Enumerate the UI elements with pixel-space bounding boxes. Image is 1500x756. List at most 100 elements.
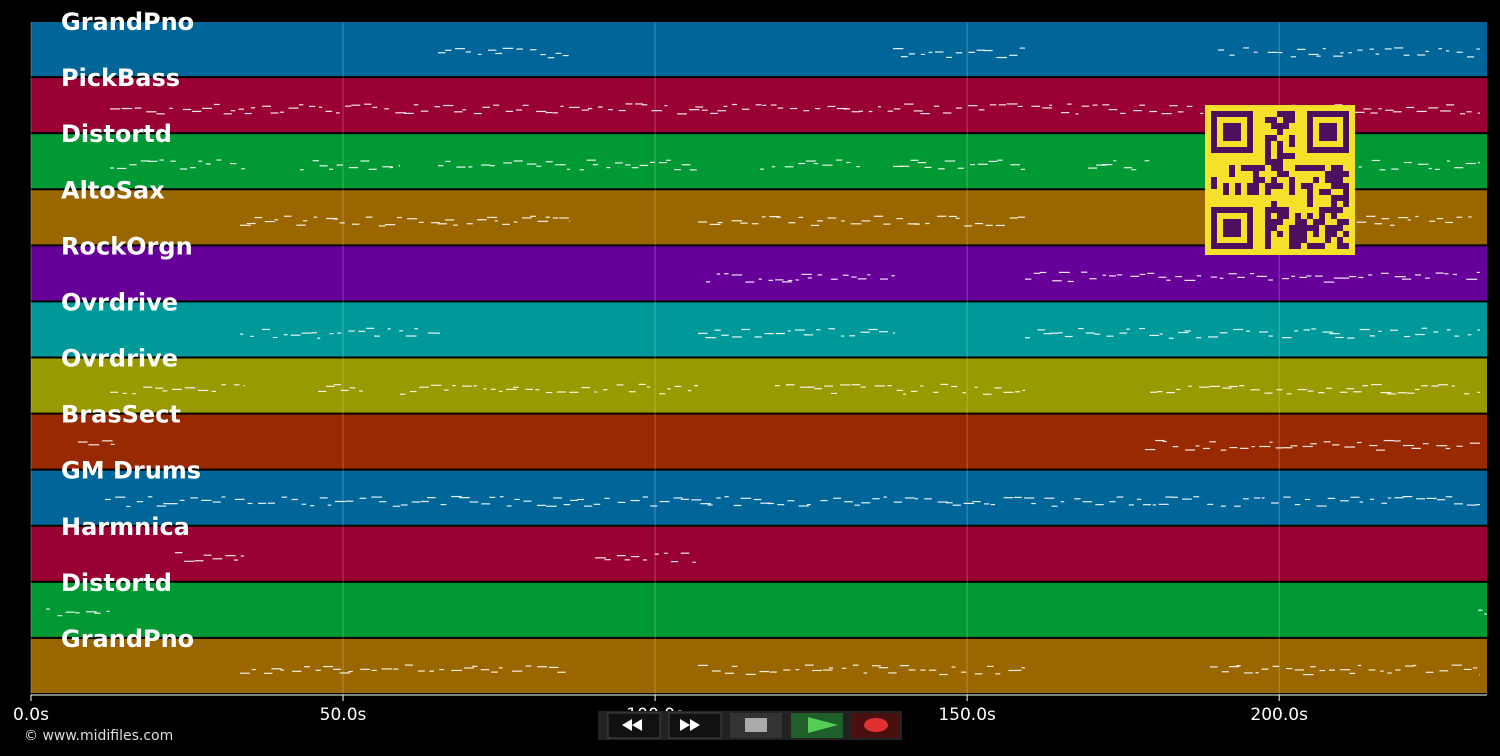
copyright: © www.midifiles.com [24,728,173,744]
qr-module [1223,183,1229,189]
qr-module [1247,165,1253,171]
qr-module [1331,177,1337,183]
qr-module [1277,153,1283,159]
qr-module [1313,177,1319,183]
play-button[interactable] [791,713,843,738]
qr-module [1301,165,1307,171]
qr-module [1307,225,1313,231]
stop-button[interactable] [730,713,782,738]
qr-module [1295,165,1301,171]
qr-module [1301,183,1307,189]
qr-finder [1223,219,1241,237]
qr-module [1235,189,1241,195]
qr-module [1295,243,1301,249]
qr-module [1277,213,1283,219]
track-name: Harmnica [61,513,190,541]
qr-module [1337,177,1343,183]
qr-module [1253,183,1259,189]
stop-icon [745,718,767,732]
track-name: Ovrdrive [61,288,178,316]
qr-module [1325,237,1331,243]
qr-module [1343,195,1349,201]
track-name: AltoSax [61,176,165,204]
qr-module [1337,183,1343,189]
qr-module [1331,183,1337,189]
qr-module [1301,219,1307,225]
qr-module [1331,225,1337,231]
qr-module [1289,117,1295,123]
qr-module [1289,141,1295,147]
track-name: RockOrgn [61,232,193,260]
qr-module [1337,171,1343,177]
qr-module [1307,165,1313,171]
transport-controls [598,711,902,740]
track-name: Ovrdrive [61,345,178,373]
track-lane [31,526,1487,581]
qr-module [1265,183,1271,189]
track-lane [31,358,1487,413]
rewind-button[interactable] [607,712,661,739]
qr-module [1283,171,1289,177]
qr-module [1289,237,1295,243]
qr-module [1265,159,1271,165]
qr-module [1319,165,1325,171]
qr-module [1259,177,1265,183]
track-lane [31,414,1487,469]
qr-module [1271,219,1277,225]
qr-module [1337,207,1343,213]
qr-module [1265,237,1271,243]
qr-module [1223,189,1229,195]
qr-module [1265,213,1271,219]
qr-module [1277,207,1283,213]
qr-module [1289,111,1295,117]
qr-module [1271,165,1277,171]
track-name: Distortd [61,569,172,597]
record-button[interactable] [852,713,900,738]
qr-module [1295,231,1301,237]
qr-module [1277,219,1283,225]
qr-module [1289,231,1295,237]
qr-module [1337,195,1343,201]
qr-module [1307,189,1313,195]
track-labels: GrandPno PickBass Distortd AltoSax RockOrgn O… [61,8,201,653]
track-lane [31,22,1487,77]
qr-module [1265,189,1271,195]
qr-module [1265,153,1271,159]
qr-module [1325,225,1331,231]
qr-module [1295,237,1301,243]
qr-module [1337,237,1343,243]
forward-button[interactable] [668,712,722,739]
track-lane [31,582,1487,637]
qr-module [1337,165,1343,171]
qr-module [1265,135,1271,141]
qr-module [1265,147,1271,153]
qr-module [1265,225,1271,231]
qr-module [1271,177,1277,183]
qr-module [1289,225,1295,231]
qr-module [1253,171,1259,177]
qr-module [1343,243,1349,249]
qr-module [1289,153,1295,159]
qr-module [1247,183,1253,189]
qr-module [1343,231,1349,237]
qr-module [1295,225,1301,231]
qr-module [1259,165,1265,171]
track-name: Distortd [61,120,172,148]
qr-module [1241,165,1247,171]
track-name: BrasSect [61,401,181,429]
qr-module [1331,171,1337,177]
qr-module [1277,165,1283,171]
qr-module [1319,213,1325,219]
qr-module [1283,153,1289,159]
qr-module [1337,243,1343,249]
qr-module [1313,219,1319,225]
qr-module [1313,225,1319,231]
qr-code [1205,105,1355,255]
qr-module [1343,171,1349,177]
qr-module [1211,183,1217,189]
qr-module [1289,243,1295,249]
qr-module [1307,201,1313,207]
qr-module [1289,183,1295,189]
qr-module [1313,165,1319,171]
qr-module [1277,159,1283,165]
